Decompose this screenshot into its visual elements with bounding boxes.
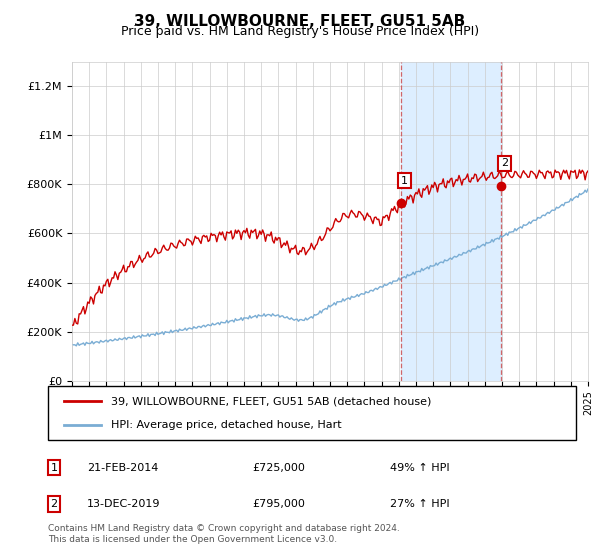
Text: 2: 2: [501, 158, 508, 169]
Text: 21-FEB-2014: 21-FEB-2014: [87, 463, 158, 473]
Text: 1: 1: [50, 463, 58, 473]
Text: 1: 1: [401, 176, 408, 186]
Bar: [401, 62, 501, 381]
Text: Price paid vs. HM Land Registry's House Price Index (HPI): Price paid vs. HM Land Registry's House …: [121, 25, 479, 38]
Text: 27% ↑ HPI: 27% ↑ HPI: [390, 499, 449, 509]
FancyBboxPatch shape: [48, 386, 576, 440]
Text: £725,000: £725,000: [252, 463, 305, 473]
Text: £795,000: £795,000: [252, 499, 305, 509]
Text: HPI: Average price, detached house, Hart: HPI: Average price, detached house, Hart: [112, 419, 342, 430]
Text: 13-DEC-2019: 13-DEC-2019: [87, 499, 161, 509]
Text: Contains HM Land Registry data © Crown copyright and database right 2024.: Contains HM Land Registry data © Crown c…: [48, 524, 400, 533]
Text: 2: 2: [50, 499, 58, 509]
Text: This data is licensed under the Open Government Licence v3.0.: This data is licensed under the Open Gov…: [48, 535, 337, 544]
Text: 49% ↑ HPI: 49% ↑ HPI: [390, 463, 449, 473]
Text: 39, WILLOWBOURNE, FLEET, GU51 5AB (detached house): 39, WILLOWBOURNE, FLEET, GU51 5AB (detac…: [112, 396, 432, 407]
Text: 39, WILLOWBOURNE, FLEET, GU51 5AB: 39, WILLOWBOURNE, FLEET, GU51 5AB: [134, 14, 466, 29]
